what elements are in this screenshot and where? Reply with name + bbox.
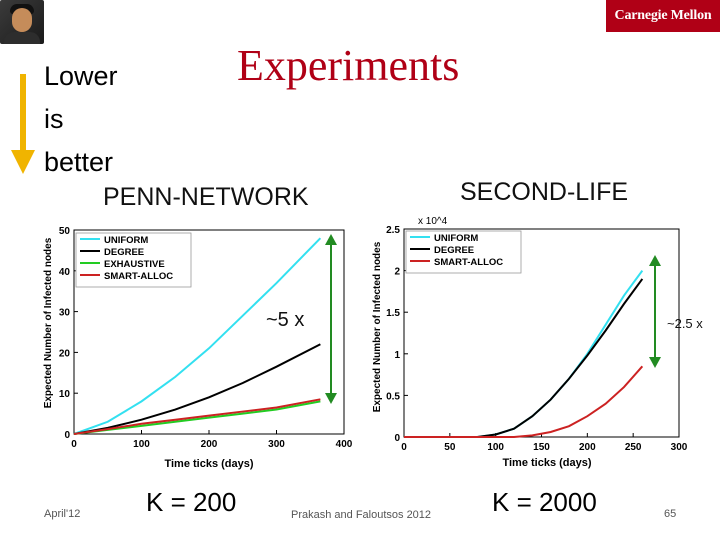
footer-date: April'12 — [44, 508, 81, 520]
sl-legend-label: UNIFORM — [434, 233, 478, 244]
sl-x-tick-label: 300 — [671, 442, 688, 453]
penn-x-tick-label: 400 — [336, 439, 353, 450]
sl-x-tick-label: 50 — [444, 442, 456, 453]
sl-axes: 0 50 100 150 200 250 300 0 0.5 1 1.5 2 2.5 — [386, 225, 688, 453]
sl-y-tick-label: 2.5 — [386, 225, 400, 236]
penn-ratio-label: ~5 x — [266, 309, 304, 331]
sl-y-tick-label: 0.5 — [386, 391, 400, 402]
penn-y-tick-label: 10 — [59, 389, 71, 400]
sl-x-tick-label: 250 — [625, 442, 642, 453]
slide-title: Experiments — [237, 41, 460, 90]
sl-y-tick-label: 1 — [394, 350, 400, 361]
sl-x-tick-label: 0 — [401, 442, 407, 453]
sl-legend-label: DEGREE — [434, 245, 474, 256]
sl-y-tick-label: 0 — [394, 433, 400, 444]
sl-y-tick-label: 2 — [394, 267, 400, 278]
page-number: 65 — [664, 508, 677, 520]
penn-ratio-bracket — [325, 234, 337, 404]
penn-network-heading: PENN-NETWORK — [103, 183, 309, 211]
penn-y-tick-label: 20 — [59, 348, 71, 359]
sl-series — [404, 270, 644, 438]
penn-legend-label: EXHAUSTIVE — [104, 259, 165, 270]
penn-series-uniform — [73, 237, 322, 435]
sl-x-tick-label: 150 — [533, 442, 550, 453]
penn-legend-label: UNIFORM — [104, 235, 148, 246]
down-arrow-icon — [11, 74, 35, 174]
sl-k-label: K = 2000 — [492, 487, 597, 517]
penn-network-chart: 0 100 200 300 400 0 10 20 30 40 50 UNIFORMDEGREEEX… — [36, 218, 360, 476]
sl-legend-label: SMART-ALLOC — [434, 257, 503, 268]
penn-k-label: K = 200 — [146, 487, 237, 517]
penn-x-tick-label: 100 — [133, 439, 150, 450]
sl-ratio-label: ~2.5 x — [667, 316, 703, 331]
sl-x-tick-label: 100 — [487, 442, 504, 453]
penn-legend-label: SMART-ALLOC — [104, 271, 173, 282]
penn-y-axis-label: Expected Number of Infected nodes — [43, 237, 54, 408]
is-word: is — [44, 104, 64, 134]
penn-series-degree — [73, 343, 321, 435]
sl-ratio-bracket — [649, 255, 661, 368]
sl-series-smart-alloc — [404, 365, 644, 438]
sl-series-degree — [404, 278, 644, 438]
sl-y-tick-label: 1.5 — [386, 308, 400, 319]
lower-is-better-note: Lower is better — [44, 55, 118, 184]
penn-x-tick-label: 200 — [201, 439, 218, 450]
speaker-photo — [0, 0, 44, 44]
penn-y-tick-label: 40 — [59, 267, 71, 278]
sl-x-tick-label: 200 — [579, 442, 596, 453]
second-life-chart: 0 50 100 150 200 250 300 0 0.5 1 1.5 2 2.5 UNIFORMDE… — [368, 212, 718, 476]
penn-legend-label: DEGREE — [104, 247, 144, 258]
sl-x-axis-label: Time ticks (days) — [502, 457, 591, 469]
penn-y-tick-label: 0 — [64, 430, 70, 441]
penn-x-tick-label: 0 — [71, 439, 77, 450]
penn-x-axis-label: Time ticks (days) — [164, 458, 253, 470]
sl-axis-multiplier: x 10^4 — [418, 216, 448, 227]
second-life-heading: SECOND-LIFE — [460, 178, 629, 206]
penn-series-smart-alloc — [73, 398, 321, 435]
footer-authors: Prakash and Faloutsos 2012 — [291, 509, 432, 521]
penn-legend-box — [75, 232, 192, 288]
lower-word: Lower — [44, 61, 118, 91]
penn-y-tick-label: 30 — [59, 308, 71, 319]
carnegie-mellon-logo: Carnegie Mellon — [606, 0, 720, 32]
penn-y-tick-label: 50 — [59, 226, 71, 237]
penn-series-exhaustive — [73, 400, 321, 435]
better-word: better — [44, 147, 114, 177]
penn-x-tick-label: 300 — [268, 439, 285, 450]
sl-y-axis-label: Expected Number of Infected nodes — [372, 241, 383, 412]
penn-series — [73, 237, 322, 435]
